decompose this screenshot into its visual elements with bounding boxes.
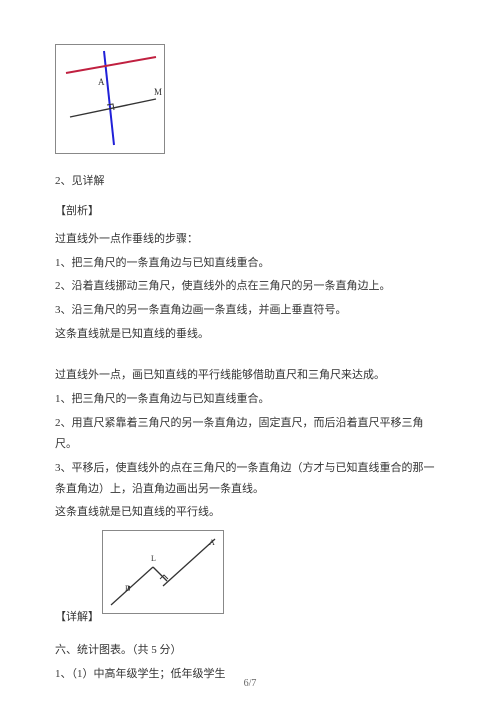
perp-step-2: 2、沿着直线挪动三角尺，使直线外的点在三角尺的另一条直角边上。 bbox=[55, 276, 445, 297]
fig2-label-b: B bbox=[125, 584, 130, 593]
perp-intro: 过直线外一点作垂线的步骤： bbox=[55, 229, 445, 250]
parallel-step-2: 2、用直尺紧靠着三角尺的另一条直角边，固定直尺，而后沿着直尺平移三角尺。 bbox=[55, 413, 445, 455]
figure-1: A M bbox=[55, 44, 165, 154]
fig2-label-a: A bbox=[209, 538, 215, 547]
parallel-conclusion: 这条直线就是已知直线的平行线。 bbox=[55, 502, 445, 523]
fig2-line-a bbox=[163, 539, 215, 586]
page-number: 6/7 bbox=[0, 674, 500, 693]
parallel-step-1: 1、把三角尺的一条直角边与已知直线重合。 bbox=[55, 389, 445, 410]
perp-conclusion: 这条直线就是已知直线的垂线。 bbox=[55, 324, 445, 345]
detail-tag: 【详解】 bbox=[55, 607, 99, 628]
fig2-line-b bbox=[111, 567, 153, 605]
perp-step-1: 1、把三角尺的一条直角边与已知直线重合。 bbox=[55, 253, 445, 274]
figure-2-svg: A B L bbox=[103, 531, 223, 613]
parallel-step-3: 3、平移后，使直线外的点在三角尺的一条直角边（方才与已知直线重合的那一条直角边）… bbox=[55, 458, 445, 500]
line-2-answer: 2、见详解 bbox=[55, 171, 445, 192]
fig1-label-m: M bbox=[154, 87, 162, 97]
figure-1-svg: A M bbox=[56, 45, 164, 153]
analysis-tag: 【剖析】 bbox=[55, 201, 99, 222]
fig1-label-a: A bbox=[98, 77, 105, 87]
section-6-heading: 六、统计图表。（共 5 分） bbox=[55, 640, 445, 661]
fig1-perp-line bbox=[70, 99, 156, 117]
parallel-intro: 过直线外一点，画已知直线的平行线能够借助直尺和三角尺来达成。 bbox=[55, 365, 445, 386]
figure-2: A B L bbox=[102, 530, 224, 614]
spacer bbox=[55, 348, 445, 362]
fig2-label-l: L bbox=[151, 554, 156, 563]
fig1-red-line bbox=[66, 57, 156, 73]
perp-step-3: 3、沿三角尺的另一条直角边画一条直线，并画上垂直符号。 bbox=[55, 300, 445, 321]
